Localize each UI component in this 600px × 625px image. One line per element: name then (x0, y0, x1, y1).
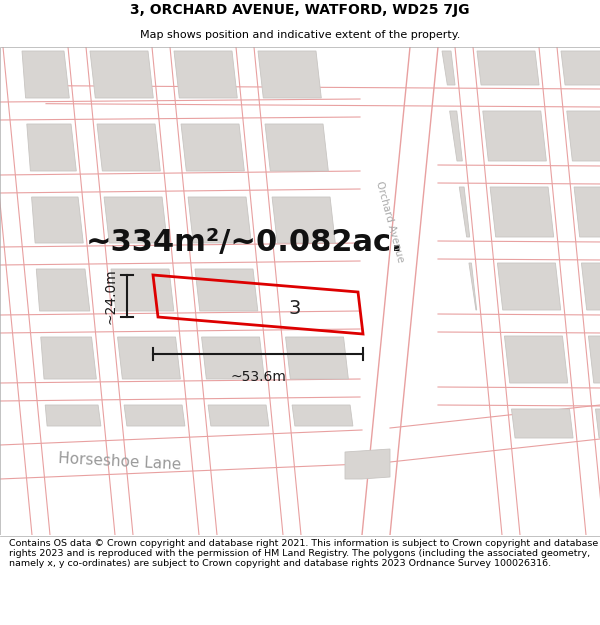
Polygon shape (286, 337, 349, 379)
Polygon shape (581, 263, 600, 310)
Polygon shape (32, 197, 83, 243)
Polygon shape (362, 428, 390, 464)
Polygon shape (0, 243, 360, 265)
Polygon shape (265, 124, 328, 171)
Polygon shape (567, 111, 600, 161)
Polygon shape (449, 111, 463, 161)
Text: Horseshoe Lane: Horseshoe Lane (58, 451, 182, 472)
Polygon shape (272, 197, 335, 243)
Polygon shape (497, 263, 561, 310)
Text: 3: 3 (289, 299, 301, 319)
Polygon shape (595, 409, 600, 438)
Polygon shape (104, 197, 167, 243)
Polygon shape (90, 51, 153, 98)
Polygon shape (459, 187, 470, 237)
Polygon shape (118, 337, 181, 379)
Polygon shape (181, 124, 244, 171)
Polygon shape (362, 47, 438, 535)
Polygon shape (483, 111, 547, 161)
Polygon shape (561, 51, 600, 85)
Text: Map shows position and indicative extent of the property.: Map shows position and indicative extent… (140, 30, 460, 40)
Polygon shape (477, 51, 539, 85)
Polygon shape (438, 387, 600, 406)
Polygon shape (442, 51, 455, 85)
Polygon shape (292, 405, 353, 426)
Polygon shape (22, 51, 69, 98)
Polygon shape (111, 269, 174, 311)
Polygon shape (574, 187, 600, 237)
Polygon shape (152, 47, 217, 535)
Polygon shape (0, 430, 362, 479)
Text: ~334m²/~0.082ac.: ~334m²/~0.082ac. (86, 228, 404, 256)
Polygon shape (511, 409, 573, 438)
Polygon shape (46, 86, 600, 107)
Polygon shape (45, 405, 101, 426)
Polygon shape (0, 311, 360, 333)
Polygon shape (0, 47, 50, 535)
Text: ~24.0m: ~24.0m (103, 268, 117, 324)
Polygon shape (195, 269, 258, 311)
Polygon shape (438, 241, 600, 260)
Polygon shape (589, 336, 600, 383)
Polygon shape (438, 314, 600, 333)
Polygon shape (68, 47, 133, 535)
Polygon shape (258, 51, 321, 98)
Polygon shape (27, 124, 76, 171)
Polygon shape (0, 379, 360, 401)
Polygon shape (174, 51, 237, 98)
Polygon shape (36, 269, 90, 311)
Polygon shape (490, 187, 554, 237)
Polygon shape (0, 171, 360, 193)
Polygon shape (202, 337, 265, 379)
Text: Orchard Avenue: Orchard Avenue (374, 180, 406, 264)
Polygon shape (469, 263, 477, 310)
Polygon shape (208, 405, 269, 426)
Polygon shape (390, 405, 600, 462)
Polygon shape (455, 47, 520, 535)
Polygon shape (97, 124, 160, 171)
Text: Contains OS data © Crown copyright and database right 2021. This information is : Contains OS data © Crown copyright and d… (9, 539, 598, 568)
Text: 3, ORCHARD AVENUE, WATFORD, WD25 7JG: 3, ORCHARD AVENUE, WATFORD, WD25 7JG (130, 3, 470, 18)
Polygon shape (505, 336, 568, 383)
Polygon shape (345, 449, 390, 479)
Polygon shape (0, 99, 360, 120)
Polygon shape (539, 47, 600, 535)
Polygon shape (236, 47, 301, 535)
Polygon shape (124, 405, 185, 426)
Polygon shape (188, 197, 251, 243)
Polygon shape (41, 337, 97, 379)
Text: ~53.6m: ~53.6m (230, 370, 286, 384)
Polygon shape (438, 165, 600, 184)
